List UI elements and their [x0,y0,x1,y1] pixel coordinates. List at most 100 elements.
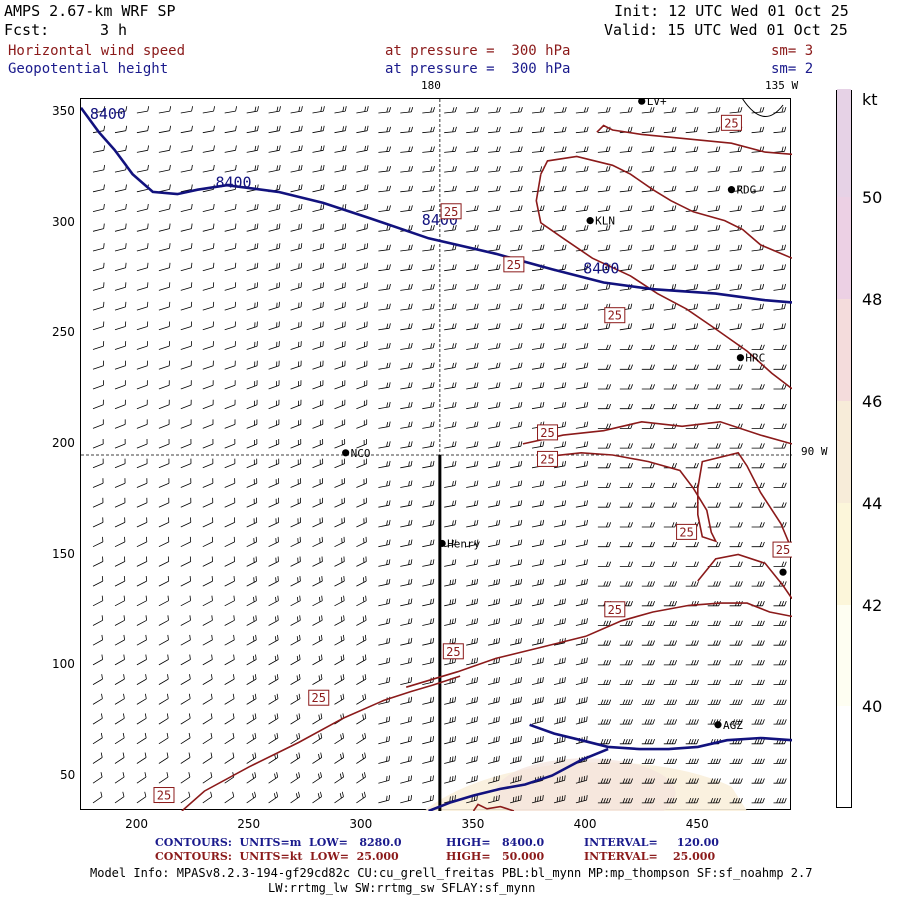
speed-contour-label: 25 [608,603,622,617]
station-label: LV+ [647,99,667,108]
wind-barb [597,344,612,350]
wind-barb [707,185,721,193]
wind-barb [378,677,391,685]
wind-barb [136,223,149,232]
wind-barb [597,462,612,469]
speed-label-box [676,523,698,540]
wind-barb [180,713,191,725]
wind-barb [268,497,280,508]
wind-barb [114,497,126,508]
wind-barb [488,146,501,153]
fcst-value: 3 h [100,21,128,39]
wind-barb [575,559,588,567]
station-marker [714,721,722,729]
height-contour-line [81,107,792,304]
model-title: AMPS 2.67-km WRF SP [4,2,176,20]
wind-barb [641,384,655,390]
wind-barb [553,637,566,646]
wind-barb [180,341,192,350]
wind-barb [224,517,236,528]
wind-barb [378,519,391,528]
wind-barb [444,303,457,311]
wind-barb [158,125,171,134]
wind-barb [158,438,170,449]
wind-barb [707,798,721,804]
wind-barb [400,775,412,784]
wind-barb [553,716,566,725]
wind-barb [312,576,323,587]
wind-barb [597,502,612,508]
wind-barb [773,323,786,331]
wind-barb [641,303,655,311]
wind-barb [553,696,566,705]
wind-barb [488,755,500,764]
wind-barb [751,758,765,764]
wind-barb [180,419,192,429]
wind-barb [246,203,259,212]
wind-barb [553,225,567,232]
wind-barb [378,165,391,173]
speed-contour-line [540,451,792,551]
x-tick-label: 300 [349,817,373,831]
wind-barb [356,184,369,193]
wind-barb [773,283,786,291]
wind-barb [224,654,235,666]
wind-barb [707,323,720,331]
wind-barb [553,559,566,567]
wind-barb [619,561,633,567]
wind-barb [773,264,786,272]
wind-barb [773,462,787,469]
wind-barb [773,403,787,410]
wind-barb [553,382,567,390]
wind-barb [400,480,413,488]
wind-barb [553,165,567,173]
wind-barb [773,364,787,370]
wind-barb [356,301,368,311]
wind-barb [510,165,523,173]
wind-barb [685,323,699,331]
y-tick-label: 100 [52,657,75,672]
wind-barb [422,323,435,331]
wind-barb [531,539,545,548]
wind-barb [531,736,544,745]
wind-barb [334,341,346,350]
wind-barb [334,536,345,548]
wind-barb [641,244,655,252]
wind-barb [334,497,345,508]
wind-barb [531,696,544,705]
wind-barb [685,660,699,666]
wind-barb [92,478,104,488]
y-tick-label: 200 [52,435,75,450]
wind-barb [356,223,369,232]
wind-barb [202,732,213,745]
wind-barb [224,752,235,764]
wind-barb [444,559,457,567]
wind-barb [114,399,126,410]
wind-barb [575,264,589,272]
wind-barb [136,321,149,331]
wind-barb [356,536,367,548]
wind-barb [553,303,567,311]
wind-barb [729,303,742,311]
wind-barb [202,595,213,607]
wind-barb [531,401,545,410]
wind-barb [158,752,169,764]
wind-barb [422,559,435,567]
wind-barb [224,321,236,331]
wind-barb [378,775,390,784]
wind-barb [202,693,213,705]
wind-barb [597,106,611,114]
speed-contour-line [405,602,792,688]
wind-barb [180,164,193,173]
wind-barb [180,732,191,745]
wind-barb [356,595,367,607]
wind-barb [575,637,588,646]
wind-barb [334,517,345,528]
wind-barb [510,755,522,764]
wind-barb [356,438,367,449]
wind-barb [246,301,258,311]
wind-barb [400,126,413,134]
wind-barb [312,164,325,173]
wind-barb [466,736,478,745]
wind-barb [334,752,345,764]
